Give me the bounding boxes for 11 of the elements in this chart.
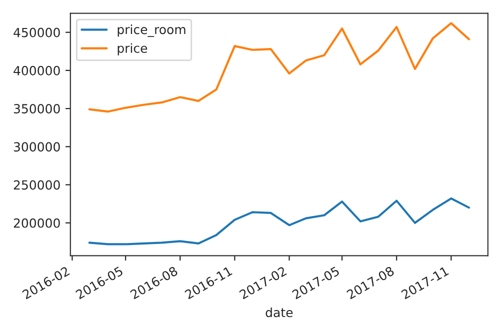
legend-label: price xyxy=(118,43,148,56)
y-tick-label: 200000 xyxy=(14,218,60,228)
line-series xyxy=(88,197,470,246)
y-tick-label: 400000 xyxy=(14,66,60,76)
y-tick-label: 250000 xyxy=(14,180,60,190)
y-tick-label: 450000 xyxy=(14,28,60,38)
y-tick-label: 300000 xyxy=(14,142,60,152)
line-series xyxy=(88,22,470,113)
y-tick-label: 350000 xyxy=(14,104,60,114)
legend-label: price_room xyxy=(118,24,186,37)
x-axis-title: date xyxy=(266,308,293,318)
